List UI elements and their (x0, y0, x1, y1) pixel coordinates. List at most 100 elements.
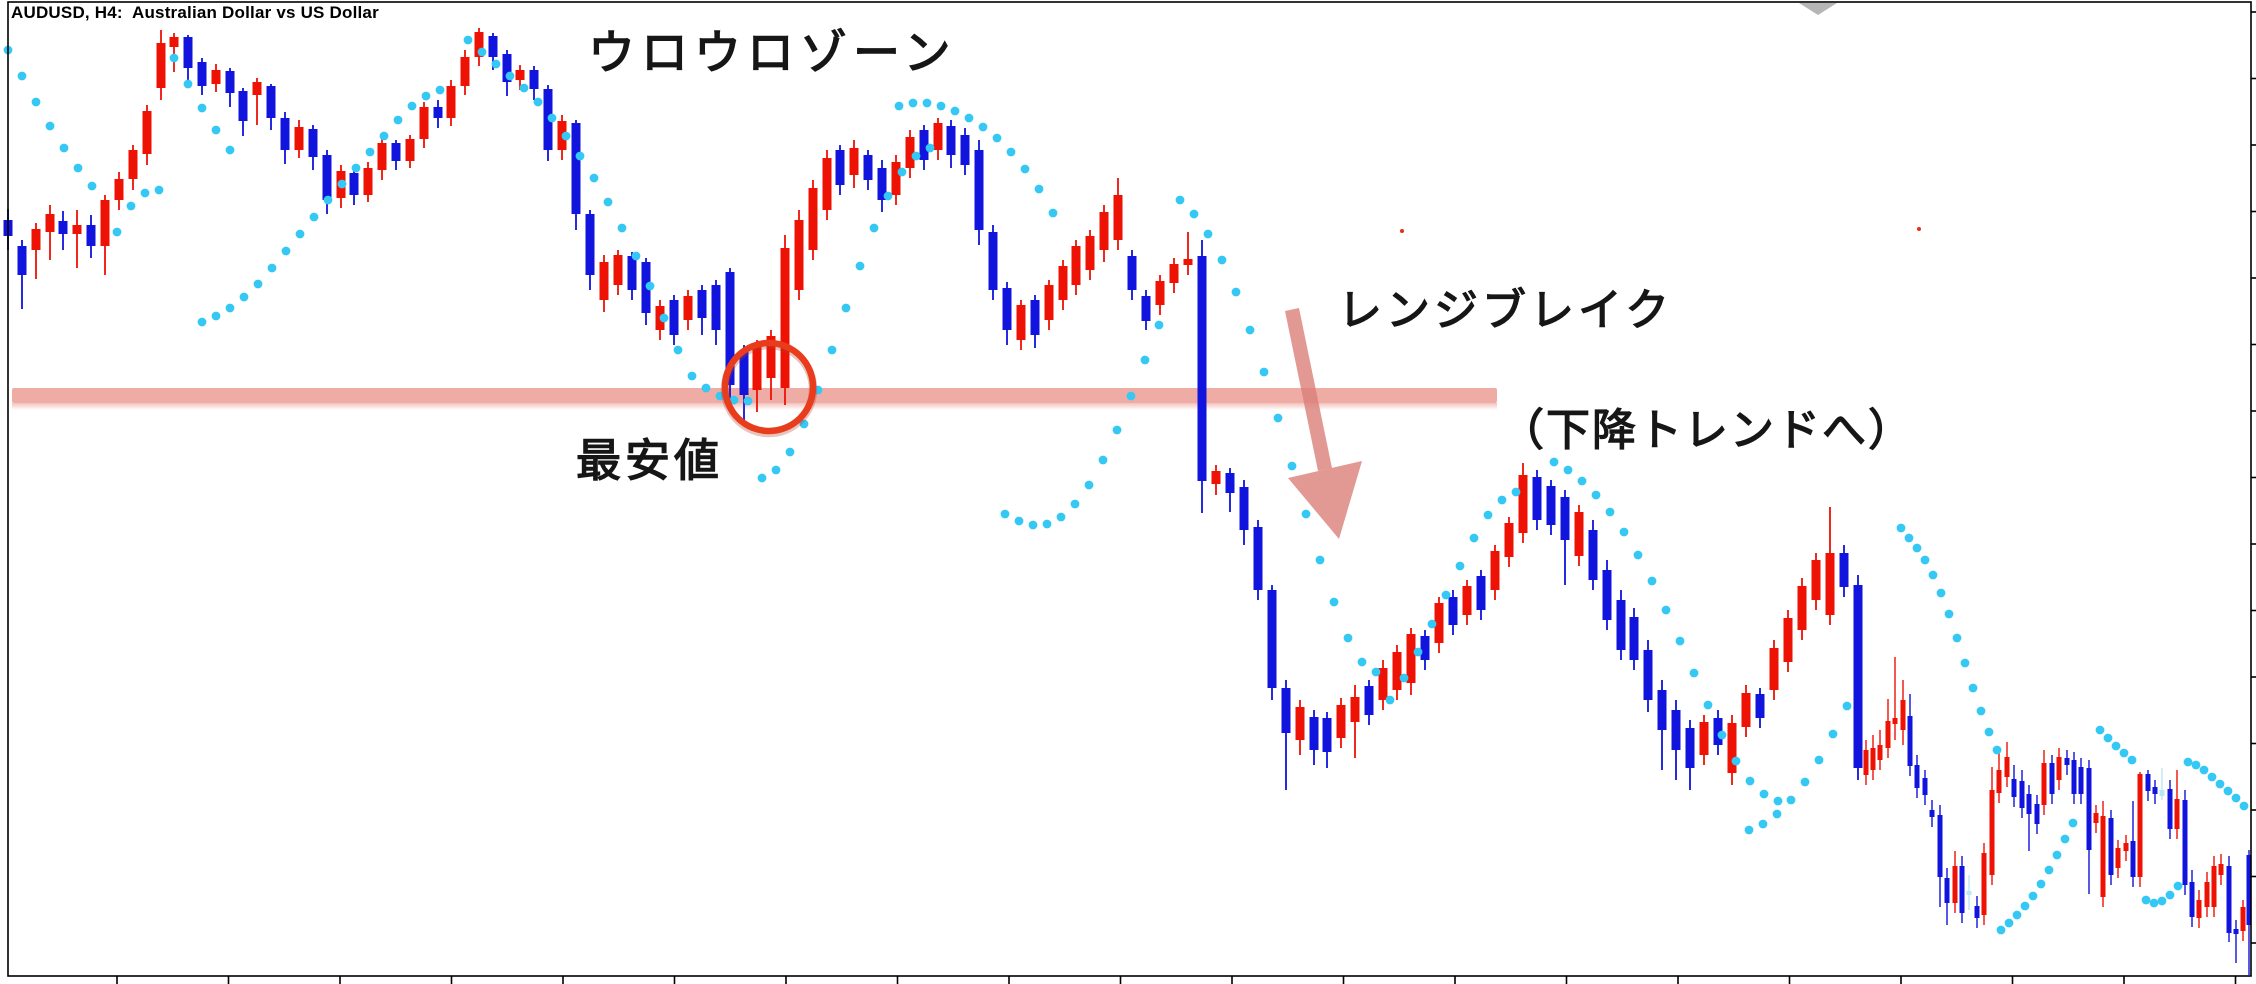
sar-dot (1703, 700, 1713, 710)
support-zone-band (12, 388, 1497, 403)
candle-body (933, 123, 943, 150)
sar-dot (323, 195, 333, 205)
sar-dot (883, 191, 893, 201)
candle-body (1364, 686, 1374, 715)
candle-body (1532, 477, 1542, 520)
candle-wick (1894, 657, 1896, 740)
candle-body (1127, 256, 1137, 290)
candle-body (613, 255, 623, 285)
candle-body (128, 150, 138, 179)
sar-dot (435, 85, 445, 95)
candle-body (1966, 891, 1972, 895)
sar-dot (1048, 208, 1058, 218)
candle-body (1811, 560, 1821, 600)
sar-dot (379, 131, 389, 141)
sar-dot (925, 143, 935, 153)
support-zone-band-shadow (12, 403, 1497, 410)
candle-body (697, 290, 707, 318)
sar-dot (1563, 465, 1573, 475)
sar-dot (659, 313, 669, 323)
candle-body (1892, 718, 1898, 724)
candle-body (1741, 693, 1751, 727)
candle-body (905, 137, 915, 168)
sar-dot (936, 101, 946, 111)
candle-body (433, 107, 443, 118)
candle-body (1885, 721, 1891, 748)
sar-dot (908, 98, 918, 108)
candle-body (960, 135, 970, 165)
candle-body (391, 143, 401, 161)
sar-dot (1427, 619, 1437, 629)
sar-dot (978, 122, 988, 132)
sar-dot (785, 447, 795, 457)
candle-body (1071, 246, 1081, 285)
sar-dot (1301, 509, 1311, 519)
candle-body (1839, 553, 1849, 587)
sar-dot (1996, 925, 2006, 935)
candle-body (988, 232, 998, 290)
scroll-position-triangle (1799, 3, 1837, 15)
candle-body (1462, 586, 1472, 615)
candle-body (1727, 723, 1737, 773)
candle-body (1937, 815, 1943, 877)
sar-dot (1944, 609, 1954, 619)
sar-dot (1189, 209, 1199, 219)
candle-body (1769, 648, 1779, 690)
candle-body (2064, 758, 2070, 765)
candle-body (1699, 722, 1709, 755)
sar-dot (2095, 725, 2105, 735)
candle-body (266, 86, 276, 118)
candle-body (891, 162, 901, 195)
sar-dot (2215, 779, 2225, 789)
sar-dot (1633, 550, 1643, 560)
sar-dot (1773, 796, 1783, 806)
sar-dot (1006, 147, 1016, 157)
sar-dot (1577, 476, 1587, 486)
candle-body (446, 86, 456, 118)
candle-body (2100, 816, 2106, 897)
candle-body (1588, 530, 1598, 580)
candle-body (1392, 652, 1402, 690)
sar-dot (59, 143, 69, 153)
candle-body (683, 296, 693, 320)
candle-body (1671, 710, 1681, 750)
candle-body (1907, 716, 1913, 766)
sar-dot (1759, 789, 1769, 799)
candle-body (72, 225, 82, 234)
sar-dot (1357, 657, 1367, 667)
sar-dot (1203, 229, 1213, 239)
candle-body (86, 225, 96, 246)
sar-dot (1896, 523, 1906, 533)
sar-dot (715, 391, 725, 401)
candle-body (142, 111, 152, 154)
candle-body (1504, 523, 1514, 557)
breakout-arrow-shaft (1285, 308, 1332, 471)
sar-dot (1549, 457, 1559, 467)
sar-dot (1928, 570, 1938, 580)
sar-dot (112, 227, 122, 237)
candle-body (1253, 527, 1263, 590)
sar-dot (1772, 809, 1782, 819)
candle-body (1863, 750, 1869, 775)
candle-body (835, 150, 845, 185)
sar-dot (1056, 512, 1066, 522)
candle-body (780, 248, 790, 388)
candle-body (1155, 281, 1165, 305)
candle-body (1657, 690, 1667, 730)
candle-body (1197, 256, 1207, 481)
candle-body (1476, 576, 1486, 610)
sar-dot (309, 212, 319, 222)
sar-dot (1217, 255, 1227, 265)
candle-body (725, 272, 735, 385)
sar-dot (589, 173, 599, 183)
sar-dot (771, 465, 781, 475)
candle-body (1225, 473, 1235, 493)
sar-dot (2223, 786, 2233, 796)
sar-dot (463, 35, 473, 45)
sar-dot (1605, 507, 1615, 517)
candle-wick (1285, 680, 1287, 790)
candle-body (1044, 285, 1054, 320)
sar-dot (645, 281, 655, 291)
candle-body (1350, 697, 1360, 722)
